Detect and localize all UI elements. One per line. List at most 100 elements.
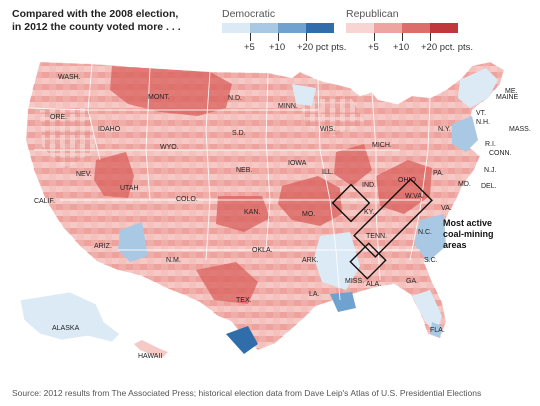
state-label-alaska: ALASKA — [52, 325, 80, 332]
state-labels: WASH. ORE. IDAHO MONT. WYO. N.D. S.D. NE… — [34, 74, 531, 360]
swing-area-northern-plains — [110, 66, 232, 116]
light-swing-area-great-lakes — [300, 96, 366, 136]
state-label-fla: FLA. — [430, 327, 445, 334]
state-label-tenn: TENN. — [366, 233, 387, 240]
legend-republican: Republican +5 +10 +20 pct. pts. — [346, 8, 473, 55]
state-label-pa: PA. — [433, 170, 444, 177]
state-label-nj: N.J. — [484, 167, 497, 174]
legend-republican-swatch-1 — [346, 23, 374, 33]
state-label-me: ME. — [505, 88, 518, 95]
state-label-ill: ILL. — [322, 169, 334, 176]
legend-republican-swatch-2 — [374, 23, 402, 33]
hawaii — [134, 340, 168, 358]
state-label-sd: S.D. — [232, 130, 246, 137]
state-label-nev: NEV. — [76, 171, 92, 178]
legend-democratic-title: Democratic — [222, 8, 276, 20]
legend-democratic-tick-1: +5 — [244, 42, 255, 53]
swing-area-southeast — [414, 214, 446, 262]
state-label-mich: MICH. — [372, 142, 392, 149]
state-label-neb: NEB. — [236, 167, 252, 174]
legend-democratic-swatch-4 — [306, 23, 334, 33]
state-label-ohio: OHIO — [398, 177, 416, 184]
county-swing-map: WASH. ORE. IDAHO MONT. WYO. N.D. S.D. NE… — [19, 61, 531, 360]
state-label-conn: CONN. — [489, 150, 512, 157]
swing-area-texas — [196, 262, 258, 304]
state-label-mo: MO. — [302, 211, 315, 218]
coal-area-alabama — [349, 242, 387, 280]
headline-line-1: Compared with the 2008 election, — [12, 8, 179, 20]
state-label-idaho: IDAHO — [98, 126, 121, 133]
state-label-nm: N.M. — [166, 257, 181, 264]
state-label-colo: COLO. — [176, 196, 198, 203]
state-label-ri: R.I. — [485, 141, 496, 148]
state-label-ark: ARK. — [302, 257, 318, 264]
state-label-wash: WASH. — [58, 74, 81, 81]
democratic-swing-areas — [118, 68, 498, 354]
swing-area-rio-grande — [226, 326, 258, 354]
state-borders — [27, 63, 431, 301]
headline-line-2: in 2012 the county voted more . . . — [12, 21, 181, 33]
state-label-ga: GA. — [406, 278, 418, 285]
state-label-mont: MONT. — [148, 94, 170, 101]
legend-democratic-swatch-3 — [278, 23, 306, 33]
legend-republican-tick-mark-3 — [430, 33, 431, 41]
coal-label-line-3: areas — [443, 240, 467, 250]
swing-area-upper-midwest — [292, 84, 316, 106]
light-swing-areas — [40, 96, 366, 170]
swing-area-missouri — [278, 176, 342, 226]
coal-label-line-1: Most active — [443, 218, 492, 228]
coal-label-line-2: coal-mining — [443, 229, 494, 239]
state-label-minn: MINN. — [278, 103, 298, 110]
state-label-utah: UTAH — [120, 185, 139, 192]
coal-mining-areas — [331, 178, 433, 280]
state-label-ariz: ARIZ. — [94, 243, 112, 250]
legend-republican-tick-1: +5 — [368, 42, 379, 53]
swing-area-louisiana-coast — [330, 292, 356, 312]
swing-area-kansas — [216, 196, 270, 232]
legend-democratic-swatch-1 — [222, 23, 250, 33]
legend-democratic-tick-mark-2 — [278, 33, 279, 41]
legend-republican-title: Republican — [346, 8, 399, 20]
state-label-md: MD. — [458, 181, 471, 188]
state-label-la: LA. — [309, 291, 320, 298]
light-swing-area-west — [40, 108, 96, 170]
legend-democratic-tick-mark-1 — [250, 33, 251, 41]
state-label-iowa: IOWA — [288, 160, 307, 167]
state-label-wis: WIS. — [320, 126, 335, 133]
state-label-maine: MAINE — [496, 94, 519, 101]
state-label-tex: TEX. — [236, 297, 252, 304]
legend-republican-bar — [346, 23, 458, 33]
state-label-ind: IND. — [362, 182, 376, 189]
strong-republican-swing-areas — [94, 66, 432, 304]
state-label-va: VA. — [441, 205, 452, 212]
alaska — [19, 291, 121, 343]
legend-democratic: Democratic +5 +10 +20 pct pts. — [222, 8, 346, 55]
legend-republican-tick-mark-1 — [374, 33, 375, 41]
swing-area-new-england — [458, 68, 498, 108]
swing-area-arizona — [118, 222, 148, 262]
legend-republican-tick-2: +10 — [393, 42, 410, 53]
legend-republican-swatch-4 — [430, 23, 458, 33]
state-label-vt: VT. — [476, 110, 486, 117]
swing-area-florida-south — [430, 322, 442, 338]
source-note: Source: 2012 results from The Associated… — [12, 388, 482, 398]
legend-democratic-tick-3: +20 pct pts. — [297, 42, 347, 53]
state-label-nd: N.D. — [228, 95, 242, 102]
legend-democratic-tick-2: +10 — [269, 42, 286, 53]
headline: Compared with the 2008 election, in 2012… — [12, 8, 202, 34]
state-label-sc: S.C. — [424, 257, 438, 264]
coal-area-appalachia — [353, 178, 433, 258]
state-label-ala: ALA. — [366, 281, 381, 288]
state-label-hawaii: HAWAII — [138, 353, 162, 360]
state-label-mass: MASS. — [509, 126, 531, 133]
coal-area-illinois-basin — [331, 183, 371, 223]
swing-area-mid-atlantic — [452, 116, 478, 152]
legend-republican-swatch-3 — [402, 23, 430, 33]
legend-democratic-ticks: +5 +10 +20 pct pts. — [222, 33, 346, 55]
state-label-kan: KAN. — [244, 209, 260, 216]
legend-republican-tick-mark-2 — [402, 33, 403, 41]
state-label-okla: OKLA. — [252, 247, 273, 254]
state-label-del: DEL. — [481, 183, 497, 190]
legend-republican-tick-3: +20 pct. pts. — [421, 42, 474, 53]
legend-democratic-tick-mark-3 — [306, 33, 307, 41]
